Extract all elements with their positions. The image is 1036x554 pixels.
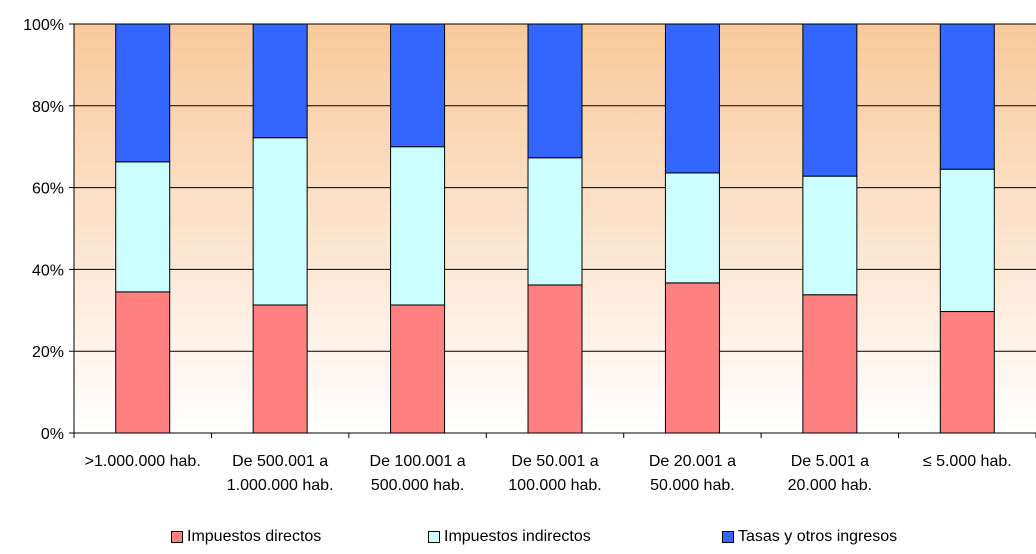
y-tick-label: 40% — [32, 262, 64, 279]
legend-swatch-2 — [722, 531, 734, 543]
bar-segment — [390, 304, 446, 434]
legend-item-0: Impuestos directos — [171, 528, 321, 546]
bar-segment — [115, 23, 171, 163]
y-tick-label: 60% — [32, 181, 64, 198]
stacked-bar-chart: 0% 20% 40% 60% 80% 100% >1.000.000 hab. De 500… — [23, 17, 1036, 494]
legend-swatch-0 — [171, 531, 183, 543]
bar-segment — [802, 294, 858, 434]
y-tick-label: 20% — [32, 344, 64, 361]
x-tick-label: De 20.001 a 50.000 hab. — [649, 453, 736, 494]
bar-segment — [664, 23, 720, 174]
bar-segment — [252, 23, 308, 139]
bar-segment — [939, 168, 995, 313]
bar-segment — [802, 23, 858, 177]
bar-segment — [252, 304, 308, 434]
bar-segment — [390, 146, 446, 306]
x-tick-labels: >1.000.000 hab. De 500.001 a 1.000.000 hab… — [85, 453, 1012, 494]
bar-segment — [939, 311, 995, 434]
legend-label-0: Impuestos directos — [187, 528, 322, 545]
bar-segment — [115, 291, 171, 434]
legend-swatch-1 — [428, 531, 440, 543]
bar-segment — [527, 284, 583, 434]
y-tick-label: 0% — [41, 426, 64, 443]
legend-label-2: Tasas y otros ingresos — [738, 528, 898, 545]
x-tick-label: De 100.001 a 500.000 hab. — [370, 453, 466, 494]
legend-item-1: Impuestos indirectos — [428, 528, 591, 546]
bar-segment — [802, 175, 858, 296]
bars — [115, 23, 995, 434]
y-tick-label: 80% — [32, 99, 64, 116]
bar-segment — [390, 23, 446, 148]
bar-segment — [527, 157, 583, 286]
bar-segment — [527, 23, 583, 159]
bar-segment — [939, 23, 995, 170]
x-tick-label: ≤ 5.000 hab. — [923, 453, 1012, 470]
legend-item-2: Tasas y otros ingresos — [722, 528, 897, 546]
x-tick-label: De 5.001 a 20.000 hab. — [788, 453, 873, 494]
legend-label-1: Impuestos indirectos — [444, 528, 591, 545]
x-tick-label: De 50.001 a 100.000 hab. — [508, 453, 601, 494]
x-tick-label: De 500.001 a 1.000.000 hab. — [227, 453, 334, 494]
bar-segment — [115, 161, 171, 293]
legend: Impuestos directos Impuestos indirectos … — [0, 528, 1036, 554]
y-tick-labels: 0% 20% 40% 60% 80% 100% — [23, 17, 64, 443]
x-tick-label: >1.000.000 hab. — [85, 453, 201, 470]
bar-segment — [252, 137, 308, 306]
bar-segment — [664, 172, 720, 284]
y-tick-label: 100% — [23, 17, 64, 34]
bar-segment — [664, 282, 720, 434]
axes — [69, 23, 1036, 438]
